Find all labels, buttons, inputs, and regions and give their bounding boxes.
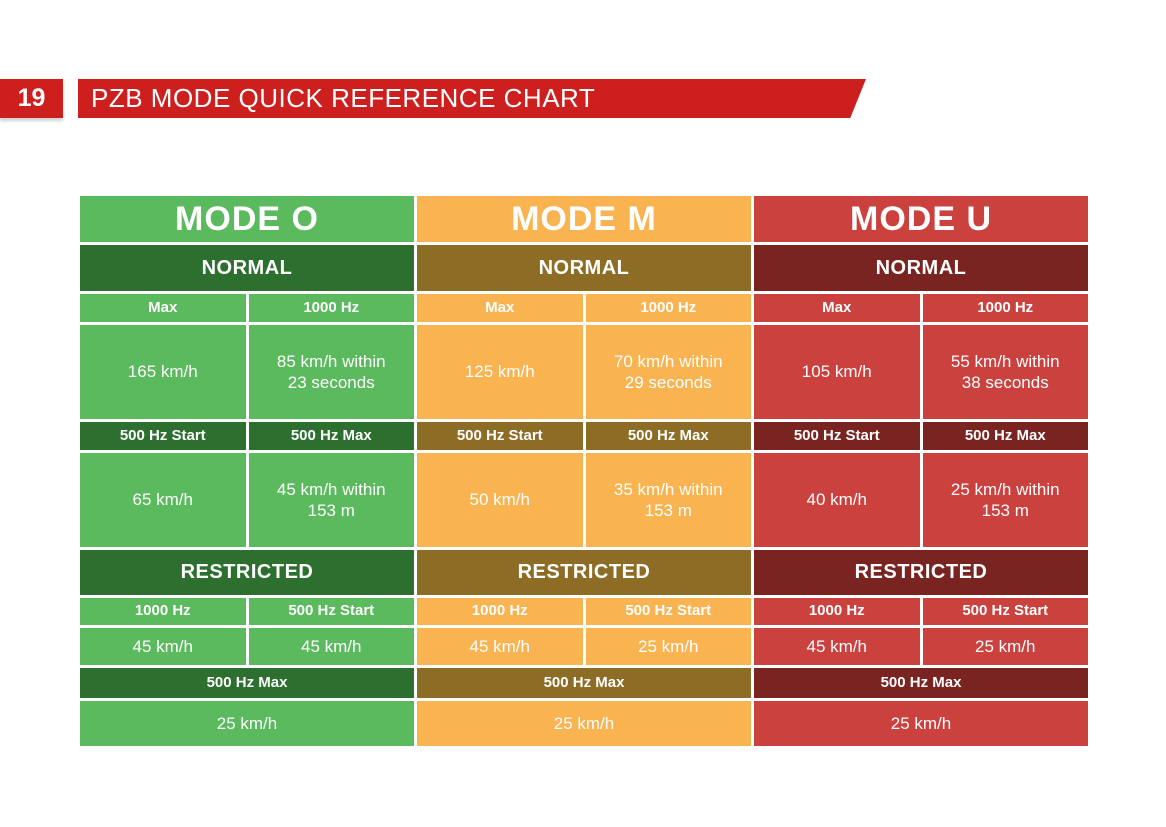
mode-m-restricted-500hz-start-header: 500 Hz Start <box>585 598 751 625</box>
mode-m-column: MODE M NORMAL Max 1000 Hz 125 km/h 70 km… <box>417 196 751 746</box>
mode-o-restricted-1000hz-value: 45 km/h <box>80 628 246 665</box>
mode-u-title: MODE U <box>754 196 1088 242</box>
mode-u-restricted-500hz-start-value: 25 km/h <box>922 628 1088 665</box>
mode-m-500hz-start-header: 500 Hz Start <box>417 422 583 450</box>
mode-u-normal-1000hz-value: 55 km/h within 38 seconds <box>922 325 1088 419</box>
mode-u-restricted-1000hz-value: 45 km/h <box>754 628 920 665</box>
mode-o-title: MODE O <box>80 196 414 242</box>
mode-m-500hz-max-value: 35 km/h within 153 m <box>585 453 751 547</box>
mode-u-500hz-start-value: 40 km/h <box>754 453 920 547</box>
mode-o-500hz-start-value: 65 km/h <box>80 453 246 547</box>
title-banner: PZB MODE QUICK REFERENCE CHART <box>78 79 866 118</box>
mode-o-500hz-start-header: 500 Hz Start <box>80 422 246 450</box>
page-number-badge: 19 <box>0 79 63 118</box>
mode-u-normal-max-value: 105 km/h <box>754 325 920 419</box>
mode-m-restricted-500hz-start-value: 25 km/h <box>585 628 751 665</box>
mode-m-restricted-1000hz-value: 45 km/h <box>417 628 583 665</box>
mode-m-title: MODE M <box>417 196 751 242</box>
mode-m-restricted-header: RESTRICTED <box>417 550 751 595</box>
mode-u-restricted-1000hz-header: 1000 Hz <box>754 598 920 625</box>
mode-u-restricted-500hz-max-value: 25 km/h <box>754 701 1088 746</box>
mode-u-restricted-500hz-max-header: 500 Hz Max <box>754 668 1088 698</box>
mode-m-normal-max-header: Max <box>417 294 583 322</box>
page-title: PZB MODE QUICK REFERENCE CHART <box>91 83 596 113</box>
mode-o-restricted-500hz-start-value: 45 km/h <box>248 628 414 665</box>
mode-o-normal-header: NORMAL <box>80 245 414 291</box>
mode-u-restricted-header: RESTRICTED <box>754 550 1088 595</box>
mode-u-column: MODE U NORMAL Max 1000 Hz 105 km/h 55 km… <box>754 196 1088 746</box>
mode-o-500hz-max-header: 500 Hz Max <box>248 422 414 450</box>
mode-u-500hz-max-header: 500 Hz Max <box>922 422 1088 450</box>
mode-o-500hz-max-value: 45 km/h within 153 m <box>248 453 414 547</box>
mode-m-restricted-1000hz-header: 1000 Hz <box>417 598 583 625</box>
mode-u-restricted-500hz-start-header: 500 Hz Start <box>922 598 1088 625</box>
mode-m-restricted-500hz-max-header: 500 Hz Max <box>417 668 751 698</box>
mode-m-normal-1000hz-header: 1000 Hz <box>585 294 751 322</box>
mode-m-restricted-500hz-max-value: 25 km/h <box>417 701 751 746</box>
mode-o-column: MODE O NORMAL Max 1000 Hz 165 km/h 85 km… <box>80 196 414 746</box>
mode-o-restricted-500hz-max-header: 500 Hz Max <box>80 668 414 698</box>
mode-o-normal-1000hz-value: 85 km/h within 23 seconds <box>248 325 414 419</box>
mode-o-normal-max-value: 165 km/h <box>80 325 246 419</box>
mode-m-normal-max-value: 125 km/h <box>417 325 583 419</box>
mode-u-500hz-max-value: 25 km/h within 153 m <box>922 453 1088 547</box>
mode-u-normal-header: NORMAL <box>754 245 1088 291</box>
mode-u-normal-1000hz-header: 1000 Hz <box>922 294 1088 322</box>
mode-o-normal-1000hz-header: 1000 Hz <box>248 294 414 322</box>
mode-o-restricted-500hz-start-header: 500 Hz Start <box>248 598 414 625</box>
mode-o-normal-max-header: Max <box>80 294 246 322</box>
mode-m-500hz-max-header: 500 Hz Max <box>585 422 751 450</box>
mode-u-500hz-start-header: 500 Hz Start <box>754 422 920 450</box>
pzb-reference-table: MODE O NORMAL Max 1000 Hz 165 km/h 85 km… <box>80 196 1088 746</box>
mode-o-restricted-500hz-max-value: 25 km/h <box>80 701 414 746</box>
mode-o-restricted-1000hz-header: 1000 Hz <box>80 598 246 625</box>
mode-m-500hz-start-value: 50 km/h <box>417 453 583 547</box>
page-number: 19 <box>17 84 46 112</box>
mode-m-normal-1000hz-value: 70 km/h within 29 seconds <box>585 325 751 419</box>
mode-o-restricted-header: RESTRICTED <box>80 550 414 595</box>
mode-m-normal-header: NORMAL <box>417 245 751 291</box>
mode-u-normal-max-header: Max <box>754 294 920 322</box>
